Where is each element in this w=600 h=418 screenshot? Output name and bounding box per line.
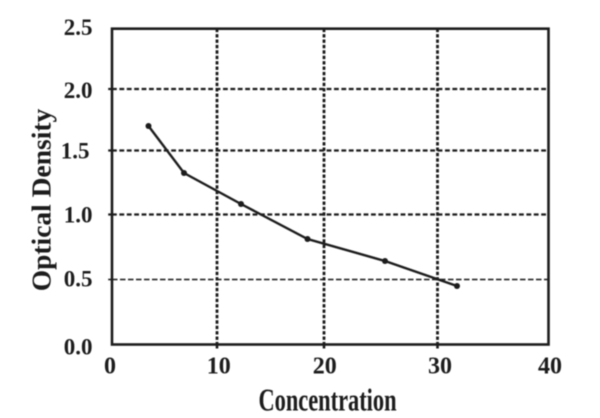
- svg-text:40: 40: [538, 353, 562, 379]
- svg-text:Optical Density: Optical Density: [26, 108, 57, 291]
- svg-text:20: 20: [313, 353, 337, 379]
- svg-text:0.5: 0.5: [64, 267, 93, 292]
- svg-text:0: 0: [104, 353, 116, 379]
- svg-text:Concentration: Concentration: [258, 381, 396, 417]
- svg-text:30: 30: [428, 353, 452, 379]
- svg-text:0.0: 0.0: [64, 335, 93, 360]
- svg-text:10: 10: [207, 353, 231, 379]
- svg-text:2.5: 2.5: [64, 15, 93, 40]
- svg-text:1.0: 1.0: [64, 203, 93, 228]
- svg-text:1.5: 1.5: [61, 139, 90, 164]
- svg-text:2.0: 2.0: [64, 78, 93, 103]
